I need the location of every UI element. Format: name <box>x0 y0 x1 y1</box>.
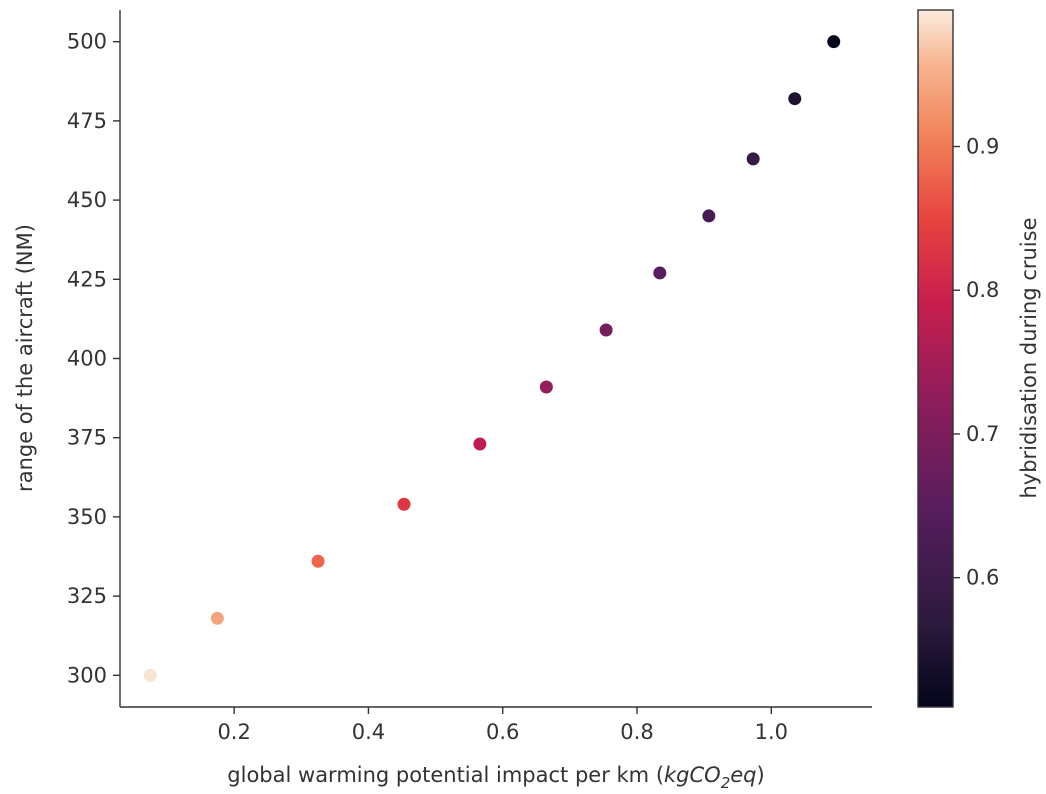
data-point <box>702 209 716 223</box>
x-axis-label-unit-b: eq <box>730 763 756 787</box>
data-points <box>143 35 841 682</box>
data-point <box>788 92 802 106</box>
y-axis-label: range of the aircraft (NM) <box>13 224 37 492</box>
x-axis-label-unit-sub: 2 <box>721 774 731 792</box>
y-tick-label: 375 <box>67 426 107 450</box>
x-tick-label: 1.0 <box>755 720 788 744</box>
x-tick-label: 0.2 <box>217 720 250 744</box>
x-tick-label: 0.8 <box>620 720 653 744</box>
colorbar-tick-label: 0.8 <box>966 278 999 302</box>
data-point <box>473 437 487 451</box>
colorbar-tick-label: 0.9 <box>966 135 999 159</box>
colorbar-label: hybridisation during cruise <box>1017 217 1041 498</box>
data-point <box>143 668 157 682</box>
colorbar-tick-label: 0.7 <box>966 422 999 446</box>
y-tick-label: 425 <box>67 267 107 291</box>
data-point <box>746 152 760 166</box>
y-tick-label: 350 <box>67 505 107 529</box>
y-tick-label: 500 <box>67 30 107 54</box>
x-axis-label: global warming potential impact per km (… <box>227 763 764 792</box>
y-tick-label: 475 <box>67 109 107 133</box>
data-point <box>599 323 613 337</box>
y-ticks: 300 325 350 375 400 425 450 475 500 <box>67 30 120 687</box>
colorbar: 0.6 0.7 0.8 0.9 <box>917 9 999 708</box>
data-point <box>539 380 553 394</box>
data-point <box>311 554 325 568</box>
data-point <box>397 497 411 511</box>
colorbar-gradient <box>917 9 954 708</box>
x-tick-label: 0.6 <box>486 720 519 744</box>
plot-area: 300 325 350 375 400 425 450 475 500 0.2 0.4 0.6 0.8… <box>67 10 872 744</box>
y-tick-label: 325 <box>67 584 107 608</box>
data-point <box>210 611 224 625</box>
colorbar-tick-label: 0.6 <box>966 566 999 590</box>
data-point <box>827 35 841 49</box>
x-axis-label-unit-a: kgCO <box>664 763 721 787</box>
data-point <box>653 266 667 280</box>
y-tick-label: 400 <box>67 347 107 371</box>
colorbar-ticks: 0.6 0.7 0.8 0.9 <box>953 135 999 590</box>
x-axis-label-suffix: ) <box>757 763 765 787</box>
x-ticks: 0.2 0.4 0.6 0.8 1.0 <box>217 707 788 744</box>
y-tick-label: 450 <box>67 188 107 212</box>
y-tick-label: 300 <box>67 663 107 687</box>
x-axis-label-prefix: global warming potential impact per km ( <box>227 763 664 787</box>
x-tick-label: 0.4 <box>352 720 385 744</box>
